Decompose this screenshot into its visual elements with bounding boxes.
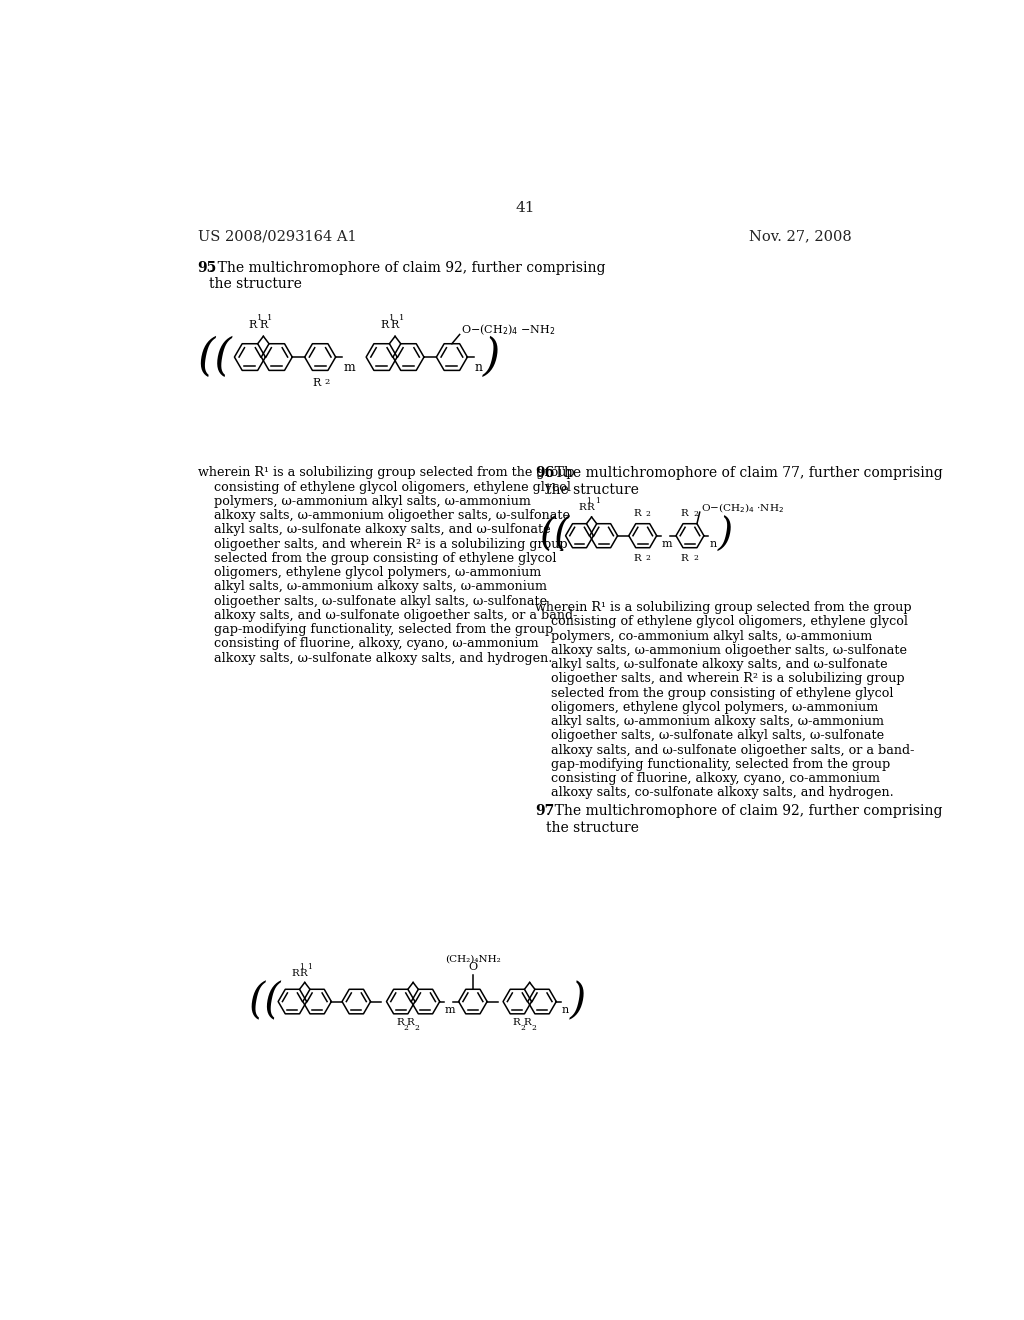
Text: alkyl salts, ω-ammonium alkoxy salts, ω-ammonium: alkyl salts, ω-ammonium alkoxy salts, ω-… — [198, 581, 547, 594]
Text: n: n — [710, 539, 717, 549]
Text: 2: 2 — [415, 1024, 420, 1032]
Text: R: R — [681, 508, 688, 517]
Text: Nov. 27, 2008: Nov. 27, 2008 — [750, 230, 852, 243]
Text: n: n — [561, 1005, 568, 1015]
Text: consisting of ethylene glycol oligomers, ethylene glycol: consisting of ethylene glycol oligomers,… — [535, 615, 908, 628]
Text: ((: (( — [248, 981, 281, 1023]
Text: 1: 1 — [299, 962, 304, 972]
Text: ((: (( — [198, 335, 232, 379]
Text: R: R — [523, 1018, 531, 1027]
Text: US 2008/0293164 A1: US 2008/0293164 A1 — [198, 230, 356, 243]
Text: . The multichromophore of claim 77, further comprising
the structure: . The multichromophore of claim 77, furt… — [546, 466, 942, 496]
Text: 2: 2 — [646, 554, 650, 562]
Text: n: n — [474, 360, 482, 374]
Text: alkoxy salts, ω-ammonium oligoether salts, ω-sulfonate: alkoxy salts, ω-ammonium oligoether salt… — [198, 510, 569, 523]
Text: R: R — [381, 321, 389, 330]
Text: R: R — [407, 1018, 415, 1027]
Text: ): ) — [718, 517, 733, 554]
Text: O: O — [468, 962, 477, 973]
Text: m: m — [343, 360, 355, 374]
Text: 2: 2 — [531, 1024, 537, 1032]
Text: 1: 1 — [586, 498, 591, 506]
Text: R: R — [259, 321, 267, 330]
Text: selected from the group consisting of ethylene glycol: selected from the group consisting of et… — [535, 686, 893, 700]
Text: wherein R¹ is a solubilizing group selected from the group: wherein R¹ is a solubilizing group selec… — [535, 601, 911, 614]
Text: consisting of fluorine, alkoxy, cyano, co-ammonium: consisting of fluorine, alkoxy, cyano, c… — [535, 772, 880, 785]
Text: 95: 95 — [198, 261, 217, 275]
Text: 1: 1 — [267, 314, 272, 322]
Text: alkoxy salts, co-sulfonate alkoxy salts, and hydrogen.: alkoxy salts, co-sulfonate alkoxy salts,… — [535, 787, 894, 800]
Text: alkyl salts, ω-sulfonate alkoxy salts, and ω-sulfonate: alkyl salts, ω-sulfonate alkoxy salts, a… — [535, 659, 888, 671]
Text: alkyl salts, ω-sulfonate alkoxy salts, and ω-sulfonate: alkyl salts, ω-sulfonate alkoxy salts, a… — [198, 524, 550, 536]
Text: R: R — [312, 378, 321, 388]
Text: O$-$(CH$_2$)$_4$ $\cdot$NH$_2$: O$-$(CH$_2$)$_4$ $\cdot$NH$_2$ — [701, 502, 784, 515]
Text: ((: (( — [539, 517, 569, 554]
Text: alkoxy salts, ω-sulfonate alkoxy salts, and hydrogen.: alkoxy salts, ω-sulfonate alkoxy salts, … — [198, 652, 552, 664]
Text: 96: 96 — [535, 466, 554, 480]
Text: oligomers, ethylene glycol polymers, ω-ammonium: oligomers, ethylene glycol polymers, ω-a… — [198, 566, 541, 579]
Text: R: R — [299, 969, 307, 978]
Text: R: R — [391, 321, 399, 330]
Text: O$-$(CH$_2$)$_4$ $-$NH$_2$: O$-$(CH$_2$)$_4$ $-$NH$_2$ — [461, 322, 556, 337]
Text: selected from the group consisting of ethylene glycol: selected from the group consisting of et… — [198, 552, 556, 565]
Text: 2: 2 — [520, 1024, 525, 1032]
Text: R: R — [634, 508, 641, 517]
Text: R: R — [587, 503, 595, 512]
Text: ): ) — [483, 335, 501, 379]
Text: oligoether salts, ω-sulfonate alkyl salts, ω-sulfonate: oligoether salts, ω-sulfonate alkyl salt… — [198, 594, 547, 607]
Text: 1: 1 — [389, 314, 394, 322]
Text: 1: 1 — [257, 314, 262, 322]
Text: R: R — [396, 1018, 403, 1027]
Text: 2: 2 — [693, 510, 698, 517]
Text: 2: 2 — [403, 1024, 409, 1032]
Text: 1: 1 — [399, 314, 404, 322]
Text: alkoxy salts, and ω-sulfonate oligoether salts, or a band-: alkoxy salts, and ω-sulfonate oligoether… — [535, 743, 914, 756]
Text: polymers, co-ammonium alkyl salts, ω-ammonium: polymers, co-ammonium alkyl salts, ω-amm… — [535, 630, 872, 643]
Text: 41: 41 — [515, 201, 535, 215]
Text: (CH₂)₄NH₂: (CH₂)₄NH₂ — [445, 954, 501, 964]
Text: m: m — [662, 539, 673, 549]
Text: R: R — [634, 554, 641, 562]
Text: R: R — [249, 321, 257, 330]
Text: R: R — [681, 554, 688, 562]
Text: 2: 2 — [646, 510, 650, 517]
Text: 97: 97 — [535, 804, 554, 818]
Text: consisting of ethylene glycol oligomers, ethylene glycol: consisting of ethylene glycol oligomers,… — [198, 480, 570, 494]
Text: oligoether salts, and wherein R² is a solubilizing group: oligoether salts, and wherein R² is a so… — [535, 672, 904, 685]
Text: m: m — [444, 1005, 456, 1015]
Text: wherein R¹ is a solubilizing group selected from the group: wherein R¹ is a solubilizing group selec… — [198, 466, 574, 479]
Text: R: R — [579, 503, 586, 512]
Text: 1: 1 — [307, 962, 312, 972]
Text: oligoether salts, ω-sulfonate alkyl salts, ω-sulfonate: oligoether salts, ω-sulfonate alkyl salt… — [535, 730, 884, 742]
Text: gap-modifying functionality, selected from the group: gap-modifying functionality, selected fr… — [535, 758, 890, 771]
Text: R: R — [513, 1018, 520, 1027]
Text: gap-modifying functionality, selected from the group: gap-modifying functionality, selected fr… — [198, 623, 553, 636]
Text: ): ) — [570, 981, 586, 1023]
Text: polymers, ω-ammonium alkyl salts, ω-ammonium: polymers, ω-ammonium alkyl salts, ω-ammo… — [198, 495, 530, 508]
Text: . The multichromophore of claim 92, further comprising
the structure: . The multichromophore of claim 92, furt… — [546, 804, 942, 834]
Text: 1: 1 — [595, 498, 600, 506]
Text: consisting of fluorine, alkoxy, cyano, ω-ammonium: consisting of fluorine, alkoxy, cyano, ω… — [198, 638, 539, 651]
Text: oligomers, ethylene glycol polymers, ω-ammonium: oligomers, ethylene glycol polymers, ω-a… — [535, 701, 879, 714]
Text: alkoxy salts, ω-ammonium oligoether salts, ω-sulfonate: alkoxy salts, ω-ammonium oligoether salt… — [535, 644, 907, 657]
Text: 2: 2 — [693, 554, 698, 562]
Text: 2: 2 — [325, 378, 330, 385]
Text: oligoether salts, and wherein R² is a solubilizing group: oligoether salts, and wherein R² is a so… — [198, 537, 567, 550]
Text: alkyl salts, ω-ammonium alkoxy salts, ω-ammonium: alkyl salts, ω-ammonium alkoxy salts, ω-… — [535, 715, 884, 729]
Text: R: R — [292, 969, 299, 978]
Text: alkoxy salts, and ω-sulfonate oligoether salts, or a band-: alkoxy salts, and ω-sulfonate oligoether… — [198, 609, 578, 622]
Text: . The multichromophore of claim 92, further comprising
the structure: . The multichromophore of claim 92, furt… — [209, 261, 605, 290]
